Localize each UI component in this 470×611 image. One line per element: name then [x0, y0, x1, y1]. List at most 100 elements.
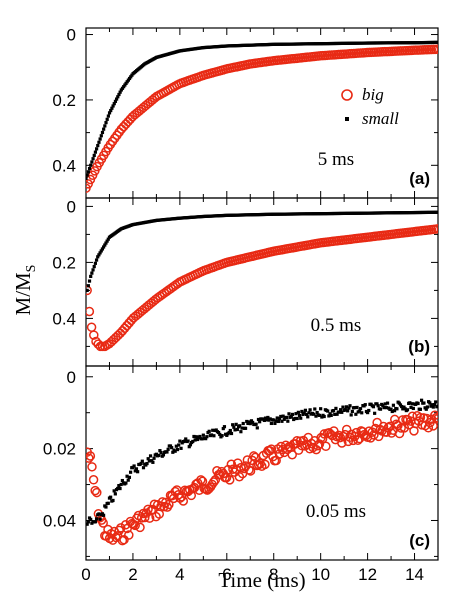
data-point-big: [208, 477, 219, 487]
data-point-small: [126, 478, 130, 482]
data-point-small: [402, 405, 406, 409]
data-point-small: [272, 418, 276, 422]
data-point-small: [232, 425, 236, 429]
data-point-small: [200, 437, 204, 441]
data-point-small: [235, 427, 239, 432]
data-point-small: [375, 402, 379, 406]
data-point-small: [341, 405, 345, 409]
y-tick-label: 0.4: [52, 156, 76, 175]
data-point-small: [89, 163, 93, 167]
data-point-small: [390, 409, 394, 414]
y-axis-label-main: M/M: [11, 272, 35, 316]
data-point-small: [340, 410, 344, 414]
data-point-small: [150, 459, 154, 463]
data-point-small: [89, 517, 93, 522]
data-point-small: [424, 407, 428, 411]
panel-frame: [85, 365, 439, 561]
data-point-small: [87, 166, 92, 171]
data-point-small: [104, 121, 108, 125]
data-point-small: [177, 443, 181, 447]
data-point-big: [86, 453, 94, 463]
data-point-small: [296, 410, 300, 414]
data-point-small: [104, 241, 108, 245]
data-point-small: [353, 406, 357, 410]
chart-panel-1: 0 0.2 0.4 5 ms (a) big small: [52, 26, 439, 199]
data-point-small: [126, 78, 130, 82]
data-point-small: [376, 404, 380, 408]
data-point-small: [193, 438, 197, 442]
data-point-small: [194, 435, 198, 439]
data-point-small: [123, 83, 127, 87]
data-point-small: [436, 404, 438, 408]
data-point-small: [343, 408, 347, 412]
data-point-small: [132, 464, 136, 468]
data-point-small: [98, 251, 102, 255]
data-point-small: [251, 420, 255, 425]
data-point-small: [139, 461, 143, 466]
data-point-small: [367, 408, 371, 413]
data-point-small: [106, 237, 110, 241]
data-point-small: [178, 439, 182, 443]
data-point-big: [140, 512, 150, 523]
data-point-small: [299, 416, 303, 420]
data-point-small: [339, 408, 343, 412]
data-point-small: [425, 405, 430, 409]
data-point-small: [430, 403, 434, 407]
y-tick-label: 0: [67, 197, 76, 216]
data-point-big: [430, 410, 438, 421]
data-point-small: [191, 439, 195, 444]
data-point-small: [344, 405, 349, 409]
data-point-small: [120, 86, 125, 90]
data-point-small: [334, 406, 338, 411]
data-point-small: [186, 439, 190, 443]
data-point-big: [196, 475, 206, 485]
data-point-small: [335, 412, 339, 416]
y-tick-label: 0.4: [52, 309, 76, 328]
data-point-small: [98, 517, 102, 521]
data-point-small: [148, 454, 153, 458]
data-point-big: [433, 413, 438, 424]
data-point-small: [212, 434, 216, 438]
data-point-small: [218, 432, 222, 437]
data-point-small: [436, 40, 438, 44]
data-point-big: [86, 322, 97, 332]
data-point-small: [90, 160, 94, 164]
data-point-small: [326, 409, 330, 413]
data-point-small: [348, 404, 352, 408]
data-point-small: [249, 419, 254, 423]
data-point-small: [127, 475, 132, 479]
data-point-small: [92, 265, 96, 269]
data-point-small: [347, 406, 351, 410]
data-point-small: [188, 443, 193, 447]
series-big: [86, 44, 438, 193]
data-point-small: [278, 417, 282, 421]
data-point-small: [436, 210, 438, 214]
data-point-small: [152, 456, 156, 460]
data-point-small: [280, 419, 284, 423]
y-tick-label: 0: [67, 26, 76, 45]
data-point-small: [120, 478, 124, 483]
data-point-small: [116, 95, 120, 99]
y-tick-label: 0.02: [43, 440, 76, 459]
data-point-small: [286, 419, 290, 423]
data-point-small: [129, 75, 133, 79]
data-point-small: [166, 447, 170, 451]
x-tick-label: 10: [311, 565, 330, 584]
data-point-small: [255, 426, 259, 430]
legend-label: small: [362, 109, 399, 128]
data-point-small: [234, 422, 238, 426]
data-point-small: [373, 411, 377, 415]
data-point-small: [86, 284, 90, 288]
data-point-small: [408, 401, 412, 405]
data-point-big: [297, 440, 307, 451]
series-big: [86, 410, 438, 546]
y-axis-label: M/MS: [11, 265, 39, 316]
data-point-small: [105, 239, 109, 243]
data-point-small: [245, 419, 249, 424]
data-point-small: [357, 409, 361, 413]
data-point-small: [96, 143, 100, 148]
data-point-small: [307, 411, 311, 415]
data-point-small: [86, 522, 89, 526]
data-point-big: [337, 438, 347, 448]
panel-letter: (a): [409, 169, 430, 188]
